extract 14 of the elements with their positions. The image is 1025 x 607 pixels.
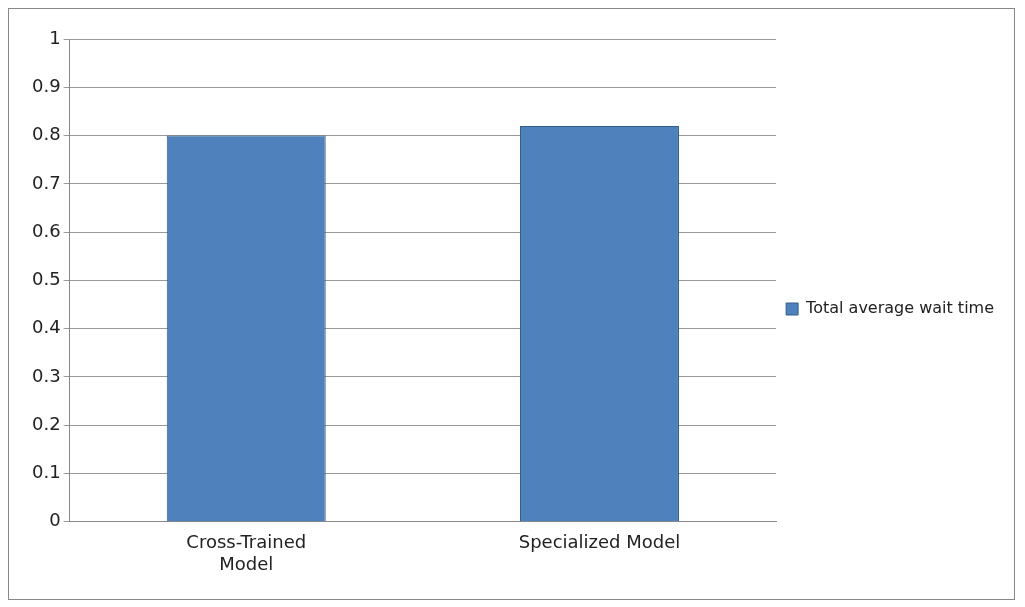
y-tick-label: 0.2 (31, 412, 61, 434)
x-tick-label: Cross-Trained Model (186, 531, 307, 574)
y-tick-label: 0.7 (31, 171, 61, 193)
y-tick-label: 0.5 (31, 268, 61, 290)
y-tick-label: 0.3 (31, 364, 61, 386)
y-tick-label: 0.4 (31, 316, 61, 338)
legend-label: Total average wait time (805, 298, 995, 318)
y-tick-label: 0.8 (31, 123, 61, 145)
y-tick-label: 0.1 (31, 461, 61, 483)
y-tick-label: 0.9 (31, 74, 61, 96)
y-tick-label: 0 (49, 509, 61, 531)
y-tick-label: 1 (49, 26, 61, 48)
y-tick-label: 0.6 (31, 219, 61, 241)
x-tick-label: Specialized Model (518, 531, 681, 553)
